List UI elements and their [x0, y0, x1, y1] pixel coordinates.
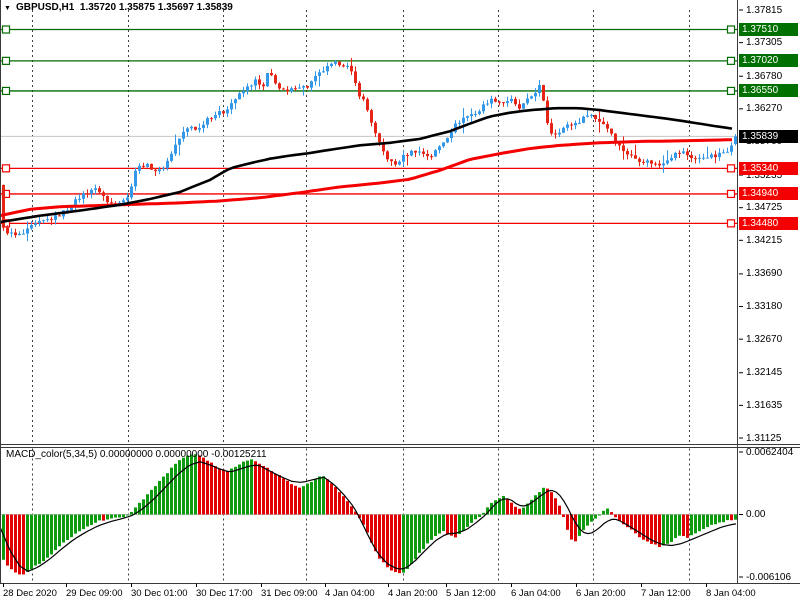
resistance-price-box: 1.37020	[739, 54, 798, 68]
resistance-price-box: 1.36550	[739, 84, 798, 98]
support-price-box: 1.34940	[739, 187, 798, 201]
price-tick-label: 1.35235	[746, 169, 783, 181]
time-axis-label: 28 Dec 2020	[3, 588, 57, 599]
level-handle[interactable]	[1, 86, 11, 96]
time-axis-label: 29 Dec 09:00	[66, 588, 123, 599]
time-axis-label: 4 Jan 04:00	[325, 588, 375, 599]
level-handle[interactable]	[726, 25, 736, 34]
price-tick-label: 1.33690	[746, 268, 783, 280]
macd-scale-bottom: -0.006106	[746, 571, 792, 583]
macd-scale-top: 0.0062404	[746, 446, 794, 458]
price-tick-label: 1.37815	[746, 4, 783, 16]
level-handle[interactable]	[1, 164, 11, 173]
scale-ticks	[3, 9, 743, 587]
time-axis-label: 5 Jan 12:00	[446, 588, 496, 599]
price-levels[interactable]	[0, 25, 737, 228]
time-axis-label: 31 Dec 09:00	[261, 588, 318, 599]
support-price-box: 1.34480	[739, 216, 798, 230]
resistance-price-box: 1.37510	[739, 23, 798, 36]
level-handle[interactable]	[726, 164, 736, 173]
chart-title-ohlc: GBPUSD,H1 1.35720 1.35875 1.35697 1.3583…	[16, 2, 233, 13]
current-price-box: 1.35839	[739, 129, 798, 143]
level-handle[interactable]	[1, 56, 11, 65]
macd-scale-zero: 0.00	[746, 509, 766, 520]
panel-borders	[0, 0, 800, 584]
level-handle[interactable]	[726, 219, 736, 228]
level-handle[interactable]	[726, 86, 736, 96]
level-handle[interactable]	[1, 25, 11, 34]
time-axis-label: 8 Jan 04:00	[706, 588, 756, 599]
price-tick-label: 1.34215	[746, 234, 783, 246]
level-handle[interactable]	[726, 189, 736, 199]
symbol-dropdown-icon[interactable]: ▼	[4, 5, 11, 12]
time-axis-label: 30 Dec 01:00	[131, 588, 188, 599]
price-tick-label: 1.36270	[746, 103, 783, 115]
moving-averages	[0, 106, 733, 224]
price-tick-label: 1.36780	[746, 70, 783, 82]
price-tick-label: 1.32145	[746, 367, 783, 379]
price-tick-label: 1.32670	[746, 333, 783, 345]
level-handle[interactable]	[726, 56, 736, 65]
macd-panel	[0, 454, 737, 575]
price-tick-label: 1.31635	[746, 399, 783, 411]
price-tick-label: 1.31125	[746, 432, 782, 444]
macd-indicator-label: MACD_color(5,34,5) 0.00000000 0.00000000…	[6, 449, 267, 460]
price-tick-label: 1.34725	[746, 202, 783, 214]
price-tick-label: 1.33180	[746, 301, 783, 312]
time-axis-label: 6 Jan 20:00	[576, 588, 626, 599]
time-axis-label: 4 Jan 20:00	[388, 588, 438, 599]
time-axis-label: 6 Jan 04:00	[511, 588, 561, 599]
candles-group	[2, 57, 737, 242]
support-price-box: 1.35340	[739, 161, 798, 175]
time-axis-label: 7 Jan 12:00	[641, 588, 691, 599]
time-axis-label: 30 Dec 17:00	[196, 588, 253, 599]
price-tick-label: 1.37305	[746, 37, 783, 49]
